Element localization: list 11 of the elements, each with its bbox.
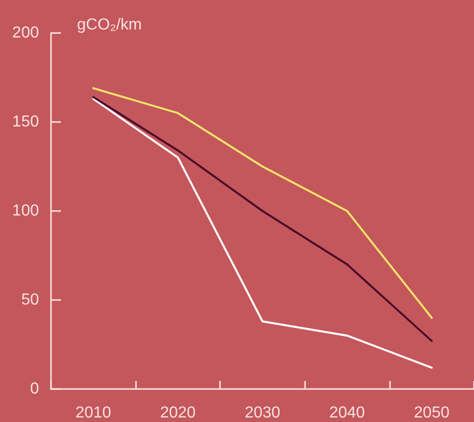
y-tick-label: 100 xyxy=(12,202,40,220)
x-tick-label: 2030 xyxy=(244,404,280,422)
x-tick-label: 2040 xyxy=(329,404,365,422)
x-tick-label: 2050 xyxy=(414,404,450,422)
y-tick-label: 0 xyxy=(30,380,40,398)
y-tick-label: 200 xyxy=(12,24,40,42)
y-tick-label: 50 xyxy=(21,292,40,308)
x-tick-label: 2010 xyxy=(76,404,112,422)
y-tick-label: 150 xyxy=(12,114,40,130)
x-tick-label: 2020 xyxy=(160,404,196,422)
y-axis-title: gCO₂/km xyxy=(77,16,142,34)
